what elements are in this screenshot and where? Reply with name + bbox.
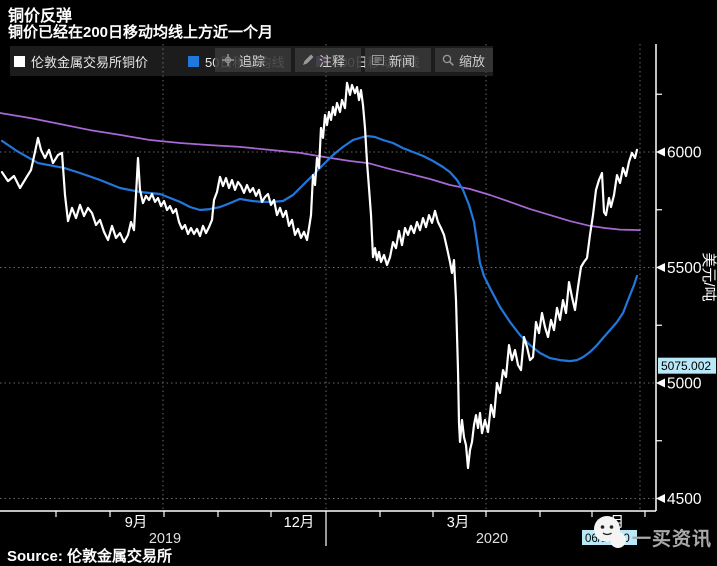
x-month-label: 3月	[447, 515, 470, 531]
news-icon	[372, 54, 384, 66]
y-axis-label: 6000	[667, 145, 702, 162]
y-tick-arrow	[656, 147, 665, 157]
price-line	[0, 81, 639, 470]
annotate-button[interactable]: 注释	[295, 48, 361, 72]
tracker-value-label: 5075.002	[661, 359, 711, 373]
source-line: Source: 伦敦金属交易所	[7, 545, 172, 566]
y-tick-arrow	[656, 378, 665, 388]
news-button-label: 新闻	[389, 53, 416, 69]
y-axis-title: 美元/吨	[700, 252, 717, 301]
track-button-label: 追踪	[239, 53, 266, 69]
source-prefix: Source:	[7, 548, 63, 565]
news-button[interactable]: 新闻	[365, 48, 431, 72]
ma50-swatch	[188, 55, 199, 67]
tracker-value-bg	[658, 357, 716, 374]
page-subtitle: 铜价已经在200日移动均线上方近一个月	[8, 24, 274, 41]
x-year-label: 2019	[149, 531, 181, 547]
crosshair-icon	[222, 54, 234, 66]
legend-label: 伦敦金属交易所铜价	[31, 54, 149, 70]
ma200-line	[0, 112, 641, 231]
annotate-button-label: 注释	[319, 53, 346, 69]
legend-item-copper-price[interactable]: 伦敦金属交易所铜价	[14, 46, 148, 76]
ma50-line	[0, 135, 639, 363]
zoom-button[interactable]: 缩放	[435, 48, 493, 72]
y-tick-arrow	[656, 263, 665, 272]
y-axis-label: 4500	[667, 491, 702, 508]
x-month-label: 9月	[125, 515, 148, 531]
y-axis-label: 5500	[667, 260, 702, 277]
watermark-text: 一买资讯	[632, 529, 713, 550]
watermark: 一买资讯	[588, 514, 717, 554]
y-axis-label: 5000	[667, 376, 702, 393]
pencil-icon	[302, 54, 314, 66]
x-year-label: 2020	[476, 531, 508, 547]
x-month-label: 12月	[284, 515, 315, 531]
magnifier-icon	[442, 54, 454, 66]
y-tick-arrow	[656, 494, 665, 503]
zoom-button-label: 缩放	[459, 53, 486, 69]
watermark-logo-icon	[590, 514, 632, 557]
track-button[interactable]: 追踪	[215, 48, 291, 72]
copper-price-swatch	[14, 55, 25, 67]
page-title: 铜价反弹	[8, 8, 73, 25]
source-text: 伦敦金属交易所	[67, 548, 173, 565]
